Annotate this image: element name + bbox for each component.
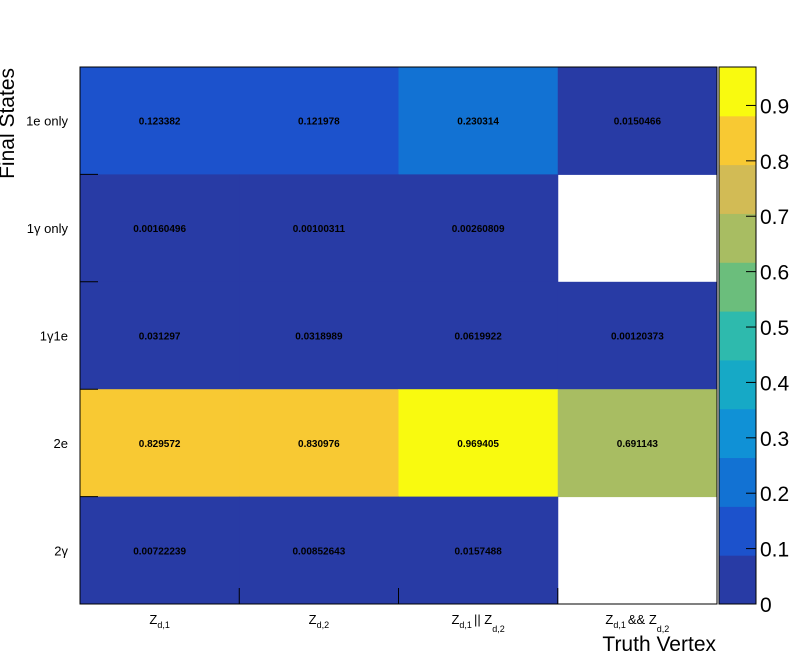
heatmap-cell	[557, 67, 718, 175]
cell-value-label: 0.00260809	[452, 224, 505, 235]
colorbar-band	[719, 359, 756, 410]
colorbar-tick-label: 0.8	[760, 151, 789, 174]
colorbar-band	[719, 67, 756, 117]
colorbar-tick-label: 0.4	[760, 372, 790, 395]
cell-value-label: 0.691143	[617, 439, 659, 450]
heatmap-cell	[239, 67, 399, 175]
colorbar-tick-label: 0.1	[760, 539, 789, 562]
colorbar-band	[719, 408, 756, 459]
cell-value-label: 0.031297	[139, 332, 181, 343]
y-tick-label: 1e only	[26, 114, 68, 129]
heatmap-cell	[398, 389, 559, 498]
colorbar-tick-label: 0.6	[760, 262, 789, 285]
heatmap-cell	[239, 496, 399, 605]
colorbar-band	[719, 213, 756, 263]
y-axis-title: Final States	[0, 68, 19, 179]
colorbar-band	[719, 457, 756, 507]
heatmap-cells	[80, 67, 718, 605]
x-tick-label: Zd,1	[149, 612, 169, 630]
y-tick-label: 2e	[54, 436, 68, 451]
cell-value-label: 0.00722239	[133, 546, 186, 557]
colorbar-frame	[718, 66, 757, 605]
heatmap-cell	[80, 496, 240, 605]
cell-value-label: 0.0318989	[295, 332, 343, 343]
heatmap-cell	[557, 281, 718, 390]
cell-value-label: 0.969405	[457, 439, 499, 450]
heatmap-cell	[398, 496, 559, 605]
heatmap-cell	[239, 281, 399, 390]
heatmap-cell-labels: 0.123382 0.121978 0.230314 0.0150466 0.00160…	[133, 117, 664, 558]
cell-value-label: 0.829572	[139, 439, 181, 450]
heatmap-cell	[80, 174, 240, 283]
cell-value-label: 0.00100311	[293, 224, 346, 235]
cell-value-label: 0.123382	[139, 117, 181, 128]
cell-value-label: 0.00852643	[292, 546, 345, 557]
colorbar-tick-label: 0.5	[760, 317, 789, 340]
cell-value-label: 0.0157488	[454, 546, 502, 557]
colorbar-tick-label: 0.7	[760, 206, 789, 229]
x-axis-title: Truth Vertex	[602, 633, 716, 656]
x-tick-label: Zd,2	[309, 612, 329, 630]
colorbar-band	[719, 262, 756, 312]
cell-value-label: 0.00160496	[133, 224, 186, 235]
y-tick-label: 1γ1e	[40, 329, 68, 344]
colorbar: 0 0.1 0.2 0.3 0.4 0.5 0.6 0.7 0.8 0.9	[718, 66, 790, 617]
heatmap-cell	[398, 281, 559, 390]
heatmap-cell	[239, 389, 399, 498]
colorbar-band	[719, 115, 756, 166]
heatmap-cell	[80, 281, 240, 390]
colorbar-tick-label: 0.9	[760, 95, 789, 118]
heatmap-cell	[557, 389, 718, 498]
y-axis-ticks: 1e only 1γ only 1γ1e 2e 2γ	[26, 66, 98, 558]
x-tick-label: Zd,1 || Zd,2	[451, 612, 504, 634]
colorbar-tick-label: 0.2	[760, 483, 789, 506]
colorbar-tick-label: 0	[760, 594, 772, 617]
heatmap-cell	[398, 67, 559, 175]
cell-value-label: 0.230314	[457, 117, 499, 128]
cell-value-label: 0.0150466	[614, 117, 662, 128]
heatmap-cell	[398, 174, 559, 283]
colorbar-band	[719, 555, 756, 605]
heatmap-cell	[80, 67, 240, 175]
y-tick-label: 1γ only	[27, 221, 69, 236]
x-tick-label: Zd,1 && Zd,2	[605, 612, 669, 634]
heatmap-cell	[239, 174, 399, 283]
x-axis-ticks: Zd,1 Zd,2 Zd,1 || Zd,2 Zd,1 && Zd,2	[149, 588, 669, 634]
heatmap-cell	[80, 389, 240, 498]
colorbar-band	[719, 164, 756, 214]
colorbar-tick-label: 0.3	[760, 428, 789, 451]
colorbar-band	[719, 311, 756, 361]
cell-value-label: 0.0619922	[454, 332, 502, 343]
y-tick-label: 2γ	[54, 543, 68, 558]
cell-value-label: 0.830976	[298, 439, 340, 450]
cell-value-label: 0.121978	[298, 117, 340, 128]
cell-value-label: 0.00120373	[611, 332, 664, 343]
colorbar-band	[719, 506, 756, 556]
